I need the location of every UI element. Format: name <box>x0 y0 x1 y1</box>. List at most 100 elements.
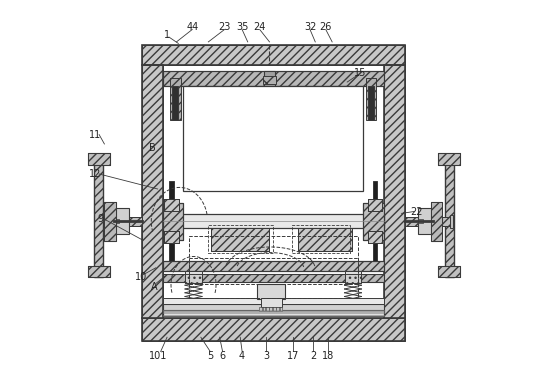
Bar <box>163 203 183 240</box>
Bar <box>183 86 363 191</box>
Bar <box>345 271 362 284</box>
Bar <box>266 307 269 311</box>
Bar <box>404 217 449 226</box>
Bar <box>189 258 358 284</box>
Text: 22: 22 <box>410 206 423 217</box>
Bar <box>185 271 202 284</box>
Text: 1: 1 <box>164 30 170 40</box>
Text: 23: 23 <box>218 22 231 32</box>
Bar <box>276 307 279 311</box>
Bar <box>142 45 404 65</box>
Bar <box>163 71 384 86</box>
Bar <box>298 228 352 251</box>
Bar <box>265 88 274 107</box>
Text: B: B <box>149 143 156 153</box>
Bar <box>172 86 178 119</box>
Bar <box>170 78 181 119</box>
Text: 10: 10 <box>135 272 147 282</box>
Bar <box>88 153 110 164</box>
Bar <box>368 231 382 243</box>
Bar <box>94 161 103 277</box>
Bar <box>270 307 272 311</box>
Bar <box>164 231 179 243</box>
Text: 17: 17 <box>287 351 299 361</box>
Text: 32: 32 <box>304 22 316 32</box>
Bar <box>264 71 275 88</box>
Bar <box>142 65 163 318</box>
Bar <box>373 243 377 262</box>
Bar <box>212 228 270 251</box>
Bar <box>384 65 404 318</box>
Bar <box>105 202 116 241</box>
Bar <box>163 65 384 318</box>
Bar <box>169 181 174 199</box>
Bar <box>257 284 286 299</box>
Text: 44: 44 <box>186 22 198 32</box>
Bar <box>142 318 404 341</box>
Bar <box>445 161 454 277</box>
Bar <box>114 217 142 226</box>
Bar <box>164 231 179 243</box>
Text: 2: 2 <box>310 351 317 361</box>
Bar <box>163 274 384 282</box>
Bar <box>163 310 384 316</box>
Text: 12: 12 <box>88 169 101 179</box>
Bar <box>163 71 384 86</box>
Bar <box>259 307 262 311</box>
Text: 9: 9 <box>98 214 104 224</box>
Bar <box>114 219 119 223</box>
Bar <box>88 266 110 277</box>
Bar <box>368 199 382 211</box>
Bar <box>164 199 179 211</box>
Bar <box>368 86 374 119</box>
Bar <box>163 274 384 282</box>
Bar <box>114 208 129 234</box>
Bar <box>363 203 384 240</box>
Bar <box>163 298 384 304</box>
Bar <box>142 65 163 318</box>
Bar <box>163 214 384 228</box>
Text: 3: 3 <box>264 351 270 361</box>
Bar <box>163 262 384 271</box>
Bar <box>262 307 265 311</box>
Bar <box>163 262 384 271</box>
Text: 18: 18 <box>322 351 334 361</box>
Bar <box>262 76 276 84</box>
Bar <box>185 274 202 284</box>
Bar <box>208 225 273 253</box>
Bar <box>418 219 424 223</box>
Bar <box>88 266 110 277</box>
Bar <box>142 45 404 65</box>
Bar <box>212 228 270 251</box>
Bar <box>261 298 282 307</box>
Text: 24: 24 <box>254 22 266 32</box>
Text: A: A <box>151 282 157 291</box>
Text: 35: 35 <box>236 22 248 32</box>
Bar <box>298 228 352 251</box>
Text: 15: 15 <box>354 68 367 78</box>
Text: 11: 11 <box>89 130 101 139</box>
Bar <box>445 161 454 277</box>
Bar <box>449 215 453 228</box>
Text: 26: 26 <box>319 22 332 32</box>
Bar <box>94 161 103 277</box>
Bar <box>418 208 433 234</box>
Bar <box>431 202 442 241</box>
Bar <box>163 304 384 310</box>
Bar <box>368 199 382 211</box>
Bar <box>366 78 376 119</box>
Text: 101: 101 <box>149 351 167 361</box>
Bar <box>163 310 384 316</box>
Bar <box>292 225 350 253</box>
Bar <box>273 307 276 311</box>
Bar <box>373 181 377 199</box>
Bar <box>114 217 142 226</box>
Bar <box>363 203 384 240</box>
Bar <box>368 231 382 243</box>
Bar <box>142 318 404 341</box>
Bar <box>163 203 183 240</box>
Bar <box>404 217 449 226</box>
Bar <box>384 65 404 318</box>
Bar <box>438 153 460 164</box>
Bar <box>438 266 460 277</box>
